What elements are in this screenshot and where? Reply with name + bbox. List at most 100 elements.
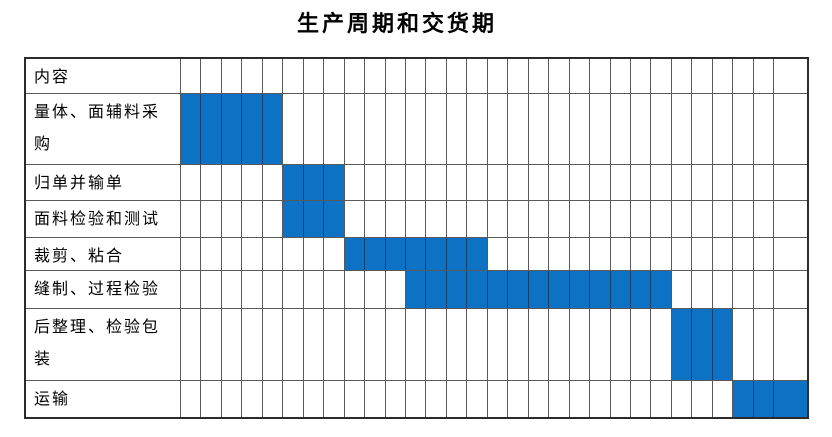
grid-cell <box>568 381 590 417</box>
grid-cell <box>384 271 405 308</box>
grid-cell <box>548 381 569 417</box>
gantt-bar-cell <box>323 165 344 200</box>
grid-cell <box>200 309 221 380</box>
grid-cell <box>711 59 733 93</box>
header-row: 内容 <box>26 59 807 93</box>
grid-cell <box>466 201 487 237</box>
gantt-bar-cell <box>548 271 569 308</box>
grid-cell <box>507 59 528 93</box>
grid-cell <box>282 381 303 417</box>
grid-cell <box>507 381 528 417</box>
grid-cell <box>670 381 692 417</box>
grid-cell <box>589 309 610 380</box>
grid-cell <box>425 165 446 200</box>
grid-cell <box>220 201 242 237</box>
grid-cell <box>773 201 807 237</box>
grid-cell <box>364 165 385 200</box>
grid-cell <box>200 381 221 417</box>
grid-cell <box>568 201 590 237</box>
grid-cell <box>323 238 344 270</box>
gantt-bar-cell <box>629 271 651 308</box>
grid-cell <box>200 201 221 237</box>
gantt-bar-cell <box>486 271 508 308</box>
grid-cell <box>548 309 569 380</box>
grid-cell <box>752 94 774 164</box>
grid-cell <box>752 59 774 93</box>
row-label: 缝制、过程检验 <box>34 281 161 298</box>
grid-cell <box>180 309 201 380</box>
grid-cell <box>629 309 651 380</box>
grid-cell <box>629 59 651 93</box>
grid-cell <box>343 59 365 93</box>
gantt-bar-cell <box>466 238 487 270</box>
grid-cell <box>261 201 283 237</box>
grid-cell <box>527 94 549 164</box>
grid-cell <box>691 238 712 270</box>
grid-cell <box>241 238 262 270</box>
grid-cell <box>466 381 487 417</box>
grid-cell <box>404 381 426 417</box>
grid-cell <box>773 94 807 164</box>
gantt-bar-cell <box>323 201 344 237</box>
grid-cell <box>773 309 807 380</box>
grid-cell <box>732 59 753 93</box>
row-label: 运输 <box>34 391 71 408</box>
grid-cell <box>180 59 201 93</box>
gantt-bar-cell <box>220 94 242 164</box>
grid-cell <box>445 94 467 164</box>
grid-cell <box>220 59 242 93</box>
grid-cell <box>180 165 201 200</box>
gantt-bar-cell <box>589 271 610 308</box>
grid-cell <box>691 381 712 417</box>
grid-cell <box>302 94 324 164</box>
grid-cell <box>302 309 324 380</box>
grid-cell <box>629 381 651 417</box>
grid-cell <box>711 271 733 308</box>
grid-cell <box>568 94 590 164</box>
grid-cell <box>364 94 385 164</box>
grid-cell <box>180 238 201 270</box>
grid-cell <box>507 94 528 164</box>
row-label: 面料检验和测试 <box>34 211 161 228</box>
grid-cell <box>732 309 753 380</box>
grid-cell <box>241 59 262 93</box>
grid-cell <box>445 201 467 237</box>
grid-cell <box>364 381 385 417</box>
grid-cell <box>752 309 774 380</box>
gantt-bar-cell <box>773 381 807 417</box>
gantt-bar-cell <box>343 238 365 270</box>
grid-cell <box>670 94 692 164</box>
grid-cell <box>302 238 324 270</box>
grid-cell <box>466 165 487 200</box>
header-label: 内容 <box>34 69 71 86</box>
grid-cell <box>404 94 426 164</box>
grid-cell <box>445 381 467 417</box>
grid-cell <box>609 309 630 380</box>
grid-cell <box>220 238 242 270</box>
grid-cell <box>670 165 692 200</box>
grid-cell <box>629 165 651 200</box>
grid-cell <box>486 94 508 164</box>
grid-cell <box>261 381 283 417</box>
gantt-bar-cell <box>282 201 303 237</box>
grid-cell <box>507 238 528 270</box>
row-label: 归单并输单 <box>34 175 125 192</box>
grid-cell <box>732 201 753 237</box>
grid-cell <box>670 238 692 270</box>
grid-cell <box>629 94 651 164</box>
grid-cell <box>527 59 549 93</box>
grid-cell <box>241 201 262 237</box>
grid-cell <box>445 165 467 200</box>
grid-cell <box>711 238 733 270</box>
grid-cell <box>527 165 549 200</box>
grid-cell <box>609 238 630 270</box>
grid-cell <box>200 59 221 93</box>
grid-cell <box>384 381 405 417</box>
grid-cell <box>220 271 242 308</box>
grid-cell <box>752 238 774 270</box>
grid-cell <box>486 309 508 380</box>
grid-cell <box>241 165 262 200</box>
grid-cell <box>323 271 344 308</box>
grid-cell <box>384 94 405 164</box>
gantt-bar-cell <box>364 238 385 270</box>
